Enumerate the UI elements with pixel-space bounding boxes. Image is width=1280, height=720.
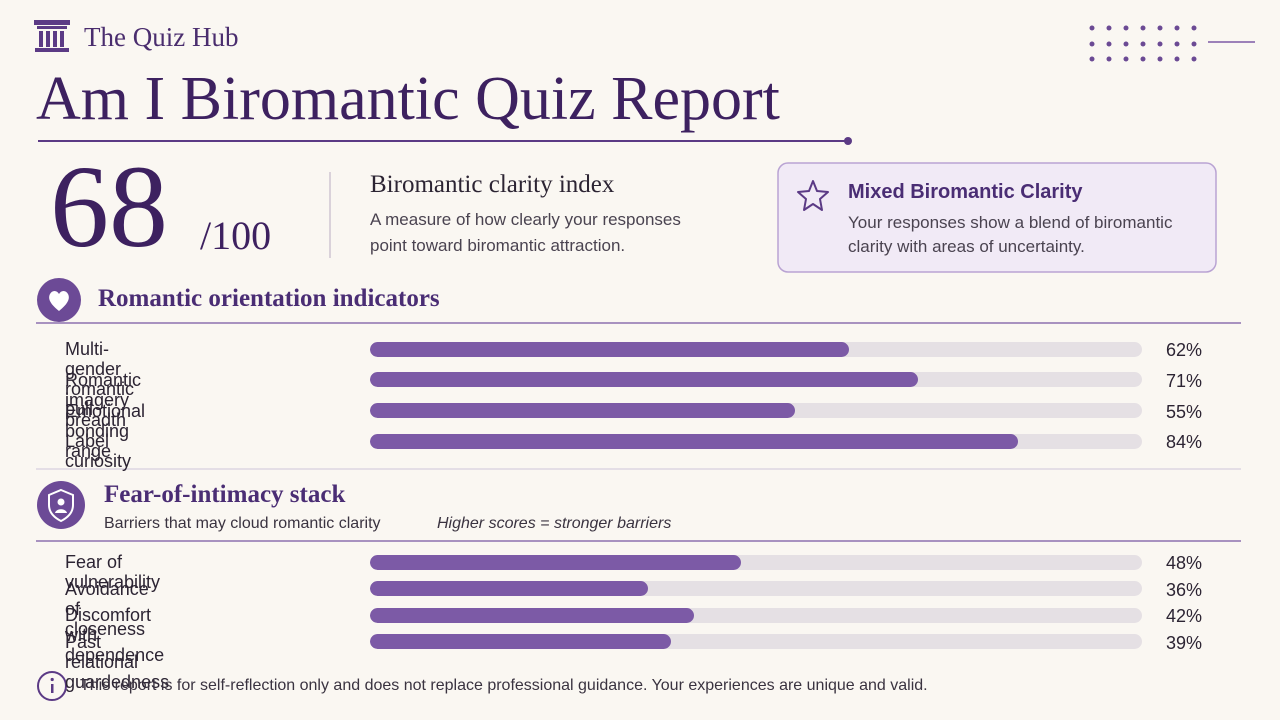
- value-label: 55%: [1165, 401, 1202, 422]
- section-title: Fear-of-intimacy stack: [104, 481, 346, 508]
- rule-dot: [844, 137, 852, 145]
- bar-track: [370, 341, 1142, 357]
- score-value: 68: [50, 141, 168, 272]
- value-label: 84%: [1165, 432, 1202, 453]
- footer-note: This report is for self-reflection only …: [80, 677, 928, 694]
- value-label: 42%: [1165, 606, 1202, 626]
- bar: [370, 372, 919, 388]
- row-label: Romantic imagery breadth: [65, 369, 142, 430]
- score-max: /100: [200, 213, 272, 258]
- row-label: Emotional bonding range: [65, 400, 146, 461]
- bar: [370, 341, 849, 357]
- section-title: Romantic orientation indicators: [98, 285, 440, 312]
- section-subtitle: Barriers that may cloud romantic clarity: [104, 515, 381, 532]
- bar: [370, 433, 1019, 449]
- row-label: Discomfort with dependence: [65, 605, 165, 665]
- info-dot: [50, 677, 54, 682]
- bar-track: [370, 607, 1142, 623]
- section-note: Higher scores = stronger barriers: [437, 515, 672, 532]
- shield-icon: [48, 488, 74, 523]
- bar: [370, 581, 648, 596]
- bar-track: [370, 403, 1142, 419]
- result-title: Mixed Biromantic Clarity: [848, 181, 1083, 203]
- bar: [370, 403, 795, 419]
- shield-person: [57, 498, 65, 506]
- value-label: 71%: [1165, 370, 1202, 391]
- value-label: 48%: [1165, 553, 1202, 573]
- info-icon: [37, 671, 67, 701]
- score-description: A measure of how clearly your responses …: [370, 210, 681, 255]
- bar: [370, 607, 695, 623]
- shield-person-body: [55, 509, 67, 513]
- bar: [370, 634, 672, 649]
- bar-track: [370, 581, 1142, 596]
- bar-track: [370, 433, 1142, 449]
- info-stem: [51, 684, 54, 693]
- value-label: 39%: [1165, 632, 1202, 653]
- row-label: Avoidance of closeness: [65, 578, 149, 639]
- result-card: [777, 162, 1217, 273]
- result-description: Your responses show a blend of biromanti…: [848, 213, 1173, 256]
- row-label: Label curiosity: [65, 431, 132, 472]
- bar-track: [370, 554, 1142, 570]
- page-title: Am I Biromantic Quiz Report: [36, 65, 780, 133]
- heart-icon: [49, 291, 69, 311]
- star-icon: [797, 180, 829, 211]
- row-label: Past relational guardedness: [65, 631, 170, 692]
- brand: The Quiz Hub: [84, 22, 239, 52]
- row-label: Fear of vulnerability: [65, 552, 161, 592]
- bar: [370, 554, 741, 570]
- brand-icon: [34, 20, 70, 52]
- bar-track: [370, 634, 1142, 649]
- bar-track: [370, 372, 1142, 388]
- value-label: 36%: [1165, 579, 1202, 600]
- score-heading: Biromantic clarity index: [370, 171, 615, 198]
- row-label: Multi-gender romantic pull: [65, 339, 135, 419]
- dot-grid: [1089, 25, 1197, 62]
- value-label: 62%: [1165, 340, 1202, 360]
